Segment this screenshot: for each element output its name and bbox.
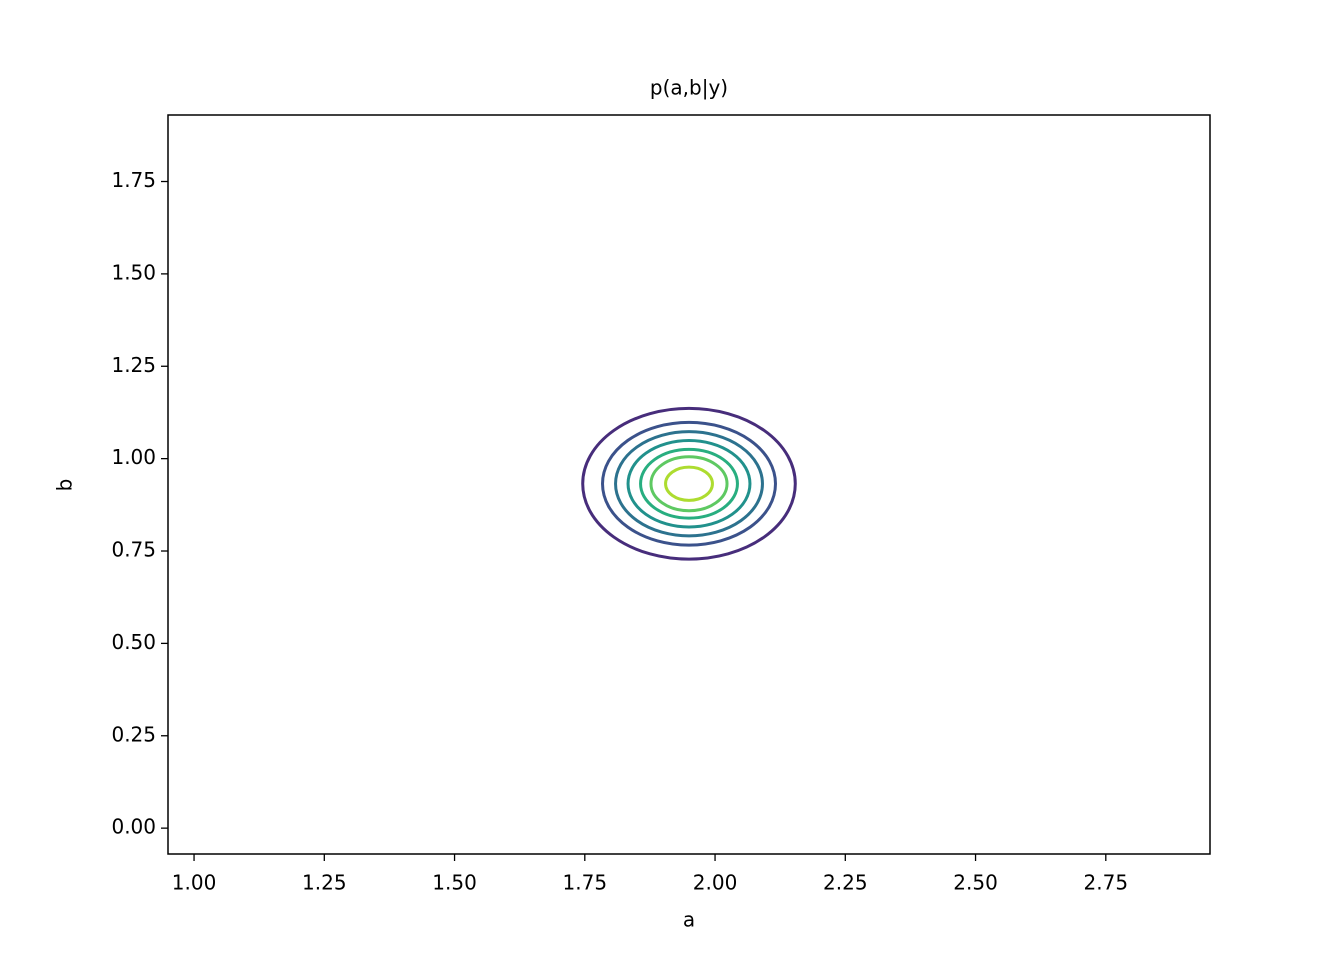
x-tick-label: 2.00 xyxy=(693,871,738,895)
x-tick-label: 2.25 xyxy=(823,871,868,895)
y-tick-label: 0.50 xyxy=(111,630,156,654)
y-tick-label: 0.00 xyxy=(111,815,156,839)
y-tick-label: 1.75 xyxy=(111,168,156,192)
plot-frame xyxy=(167,114,1211,855)
contour-line xyxy=(581,406,797,561)
contour-line xyxy=(601,420,777,547)
x-tick-label: 1.25 xyxy=(302,871,347,895)
contour-line xyxy=(649,455,729,513)
y-tick-label: 0.25 xyxy=(111,722,156,746)
contour-line xyxy=(614,430,764,538)
x-tick-label: 1.75 xyxy=(563,871,608,895)
x-tick-label: 1.00 xyxy=(172,871,217,895)
chart-title: p(a,b|y) xyxy=(650,76,728,100)
y-axis-label: b xyxy=(53,479,77,492)
contour-line xyxy=(626,439,752,529)
contour-line xyxy=(664,465,714,502)
x-tick-label: 2.50 xyxy=(953,871,998,895)
y-tick-label: 1.00 xyxy=(111,445,156,469)
y-tick-label: 1.50 xyxy=(111,260,156,284)
y-tick-label: 1.25 xyxy=(111,353,156,377)
x-axis-label: a xyxy=(683,908,695,932)
x-tick-label: 1.50 xyxy=(432,871,477,895)
y-tick-label: 0.75 xyxy=(111,538,156,562)
contour-line xyxy=(639,447,739,520)
x-tick-label: 2.75 xyxy=(1084,871,1129,895)
